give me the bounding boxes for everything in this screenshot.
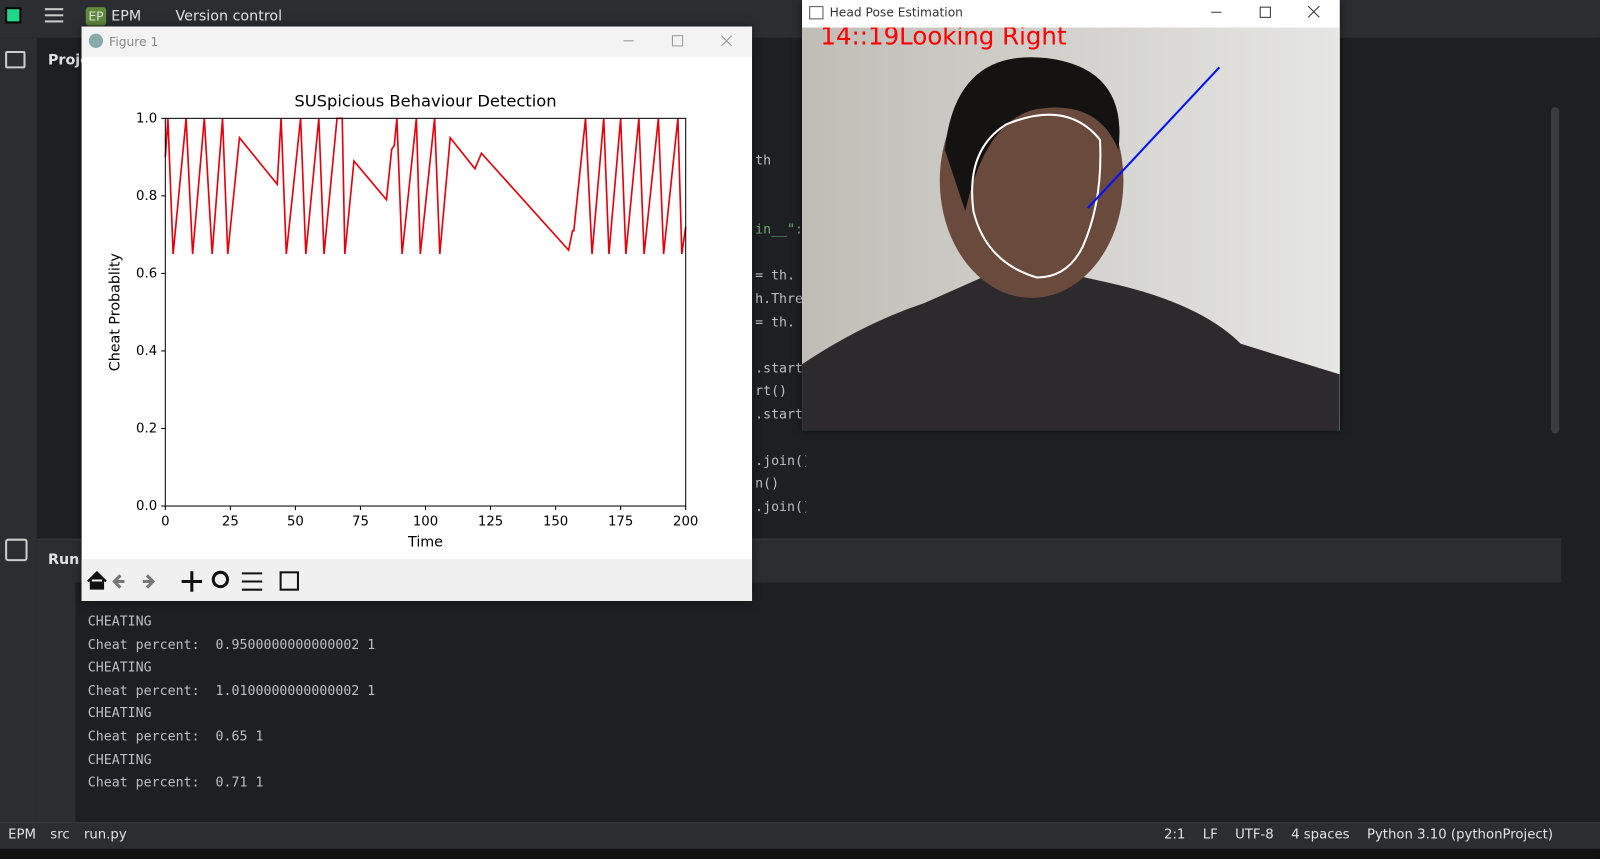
maximize[interactable] — [1259, 6, 1271, 18]
config-button[interactable] — [241, 572, 263, 591]
run-toolbar — [36, 581, 76, 823]
vcs-menu[interactable]: Version control — [175, 8, 283, 25]
x-tick-label: 50 — [287, 514, 304, 529]
console-line: Cheat percent: 0.71 1 — [87, 775, 264, 791]
breadcrumb-item[interactable]: src — [50, 827, 70, 843]
y-tick-label: 0.2 — [136, 421, 157, 436]
figure-title: Figure 1 — [109, 34, 159, 49]
maximize[interactable] — [671, 35, 684, 47]
close[interactable] — [721, 35, 732, 47]
close[interactable] — [1307, 5, 1320, 18]
chart-title: SUSpicious Behaviour Detection — [294, 92, 556, 111]
code-line: .start — [755, 407, 804, 423]
y-tick-label: 0.8 — [136, 189, 157, 204]
y-tick-label: 0.4 — [136, 344, 157, 359]
console-line: CHEATING — [87, 614, 152, 630]
camera-frame: 14::19Looking Right — [802, 27, 1340, 431]
figure-icon — [88, 33, 104, 48]
console-line: Cheat percent: 0.65 1 — [87, 729, 264, 745]
console: CHEATING Cheat percent: 0.950000000000000… — [88, 614, 1517, 818]
breadcrumb: EPM src run.py — [8, 827, 127, 842]
code-line: = th. — [755, 268, 796, 284]
run-icon[interactable] — [5, 538, 28, 562]
window-controls[interactable] — [617, 27, 752, 58]
code-line: .start — [755, 361, 804, 377]
project-name[interactable]: EPM — [111, 8, 142, 25]
project-badge: EP — [85, 7, 107, 26]
figure-window: Figure 1 SUSpicious Behaviour Detection … — [81, 26, 753, 601]
camera-title: Head Pose Estimation — [829, 5, 963, 20]
plot-frame — [164, 117, 687, 507]
x-tick-label: 175 — [608, 514, 633, 529]
figure-toolbar — [81, 559, 753, 601]
hair — [944, 57, 1120, 212]
x-tick-label: 0 — [161, 514, 169, 529]
status-item[interactable]: 2:1 — [1164, 827, 1186, 843]
console-line: CHEATING — [87, 706, 152, 722]
code-line: .join() — [755, 453, 807, 470]
project-icon[interactable] — [5, 51, 26, 69]
forward-button[interactable] — [142, 574, 156, 589]
code-line: in__": — [755, 222, 804, 238]
status-items: 2:1 LF UTF-8 4 spaces Python 3.10 (pythonPro… — [1164, 827, 1553, 842]
camera-window: Head Pose Estimation 14::19Looking Right — [802, 0, 1340, 431]
x-axis-label: Time — [407, 535, 443, 551]
project-tab[interactable]: Proje — [47, 52, 90, 69]
code-line: n() — [755, 476, 780, 492]
menu-icon[interactable] — [44, 8, 64, 11]
code-line: .join() — [755, 499, 807, 516]
status-item[interactable]: 4 spaces — [1291, 827, 1350, 843]
x-tick-label: 75 — [352, 514, 369, 529]
status-item[interactable]: LF — [1202, 827, 1218, 843]
x-tick-label: 100 — [413, 514, 438, 529]
code-line: h.Thre — [755, 291, 804, 308]
y-axis-label: Cheat Probablity — [107, 253, 123, 372]
chart: SUSpicious Behaviour Detection Time Chea… — [107, 92, 698, 551]
pose-line — [1087, 66, 1221, 209]
face-contour — [971, 113, 1102, 279]
window-controls[interactable] — [1205, 0, 1340, 28]
scrollbar[interactable] — [1551, 107, 1560, 434]
code-line: th — [755, 153, 772, 169]
y-tick-label: 0.0 — [136, 499, 157, 514]
shirt — [802, 262, 1340, 431]
code-line: rt() — [755, 383, 788, 399]
x-tick-label: 200 — [673, 514, 698, 529]
toolbar-icons — [87, 570, 299, 592]
console-line: CHEATING — [87, 752, 152, 768]
breadcrumb-item[interactable]: EPM — [8, 827, 37, 843]
x-tick-label: 25 — [222, 514, 239, 529]
code-editor: th in__": = th. h.Thre = th. .start rt() .start… — [755, 153, 806, 530]
app-icon[interactable] — [5, 7, 22, 24]
figure-title-bar — [81, 26, 753, 58]
x-tick-label: 125 — [478, 514, 503, 529]
console-line: Cheat percent: 1.0100000000000002 1 — [87, 683, 376, 699]
tool-strip — [0, 37, 37, 823]
status-item[interactable]: UTF-8 — [1235, 827, 1274, 843]
console-line: CHEATING — [87, 660, 152, 676]
run-tab[interactable]: Run — [47, 551, 80, 569]
y-tick-label: 0.6 — [136, 266, 157, 281]
back-button[interactable] — [112, 574, 125, 589]
home-button[interactable] — [87, 570, 107, 590]
console-line: Cheat percent: 0.9500000000000002 1 — [87, 637, 376, 653]
y-tick-label: 1.0 — [136, 111, 157, 126]
pose-overlay: 14::19Looking Right — [820, 28, 1067, 51]
save-button[interactable] — [279, 571, 299, 591]
data-line — [164, 117, 687, 255]
code-line: = th. — [755, 315, 796, 331]
zoom-button[interactable] — [211, 570, 230, 589]
taskbar-edge — [0, 848, 1600, 859]
status-bar — [0, 822, 1600, 850]
x-tick-label: 150 — [543, 514, 568, 529]
camera-icon — [809, 6, 824, 20]
status-item[interactable]: Python 3.10 (pythonProject) — [1366, 827, 1554, 843]
pan-button[interactable] — [181, 571, 203, 592]
breadcrumb-item[interactable]: run.py — [83, 827, 127, 843]
